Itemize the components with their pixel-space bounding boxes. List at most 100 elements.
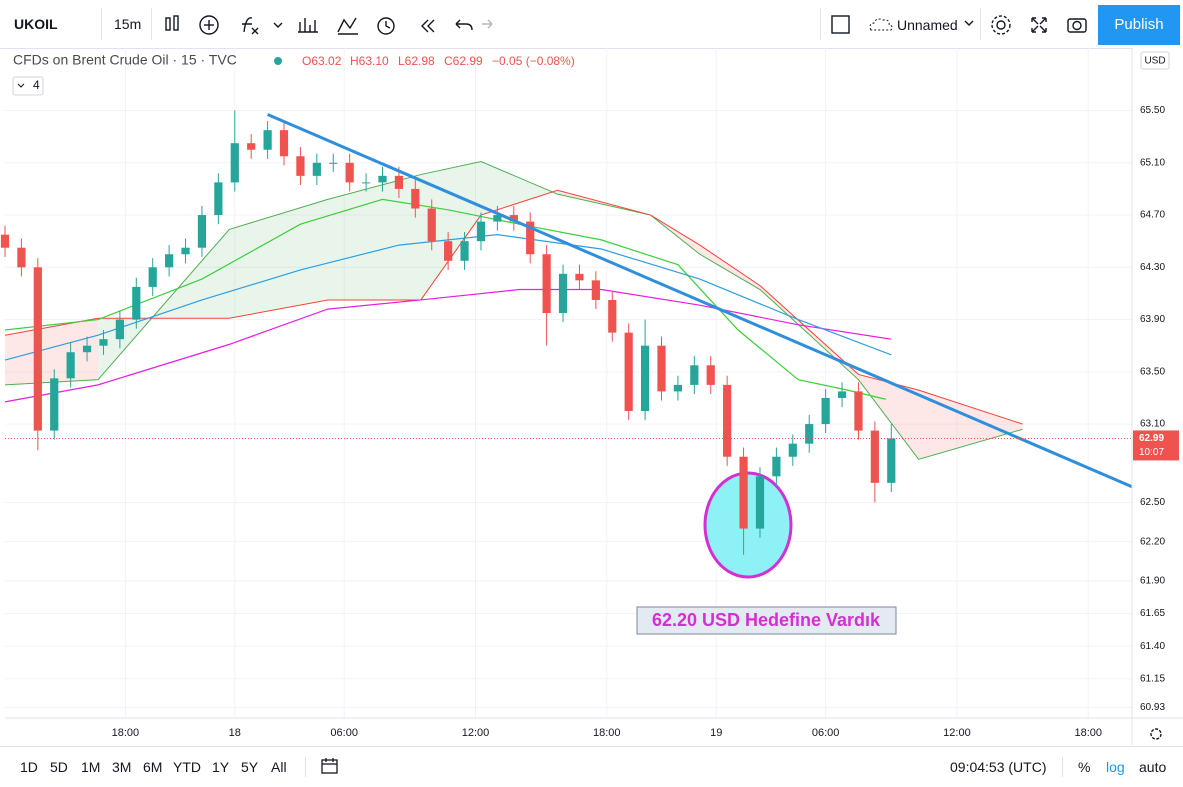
cloud-fill bbox=[229, 199, 328, 319]
settings-icons[interactable] bbox=[988, 12, 1088, 38]
cloud-fill bbox=[759, 285, 859, 380]
candle-body bbox=[296, 156, 305, 176]
y-tick-label: 62.50 bbox=[1140, 497, 1165, 508]
candle-body bbox=[772, 456, 781, 477]
candle-body bbox=[0, 234, 10, 248]
range-button[interactable]: 1D bbox=[20, 759, 38, 775]
y-tick-label: 63.10 bbox=[1140, 419, 1165, 430]
candle-body bbox=[476, 221, 486, 242]
cloud-fill bbox=[327, 174, 421, 300]
price-scale bbox=[1132, 48, 1183, 718]
candle-body bbox=[411, 188, 420, 209]
price-tag bbox=[1133, 430, 1179, 461]
candle-body bbox=[591, 280, 600, 300]
annotation-box bbox=[636, 606, 897, 635]
candle-body bbox=[673, 384, 683, 392]
unit-label: USD bbox=[1144, 56, 1165, 67]
symbol[interactable]: UKOIL bbox=[14, 16, 58, 32]
auto-toggle[interactable]: auto bbox=[1139, 759, 1167, 775]
range-button[interactable]: 6M bbox=[143, 759, 163, 775]
unit-box[interactable] bbox=[1140, 51, 1170, 70]
candle-body bbox=[197, 215, 207, 248]
candle-body bbox=[99, 339, 108, 346]
y-tick-label: 63.90 bbox=[1140, 314, 1165, 325]
countdown-label: 10:07 bbox=[1139, 447, 1164, 458]
candle-body bbox=[542, 254, 551, 314]
legend-open: O63.02 bbox=[302, 54, 342, 68]
candle-body bbox=[378, 175, 387, 183]
y-tick-label: 65.50 bbox=[1140, 105, 1165, 116]
date-range-icon[interactable] bbox=[319, 756, 341, 776]
legend-close: C62.99 bbox=[444, 54, 483, 68]
candle-body bbox=[640, 345, 650, 412]
legend-low: L62.98 bbox=[398, 54, 435, 68]
candle-body bbox=[870, 430, 879, 483]
settings-small[interactable] bbox=[1150, 728, 1162, 740]
candle-body bbox=[312, 162, 321, 176]
candle-body bbox=[132, 286, 141, 320]
candle-body bbox=[247, 143, 256, 150]
cloud-fill bbox=[699, 245, 760, 290]
layout-icon[interactable] bbox=[830, 14, 870, 36]
candle-body bbox=[148, 267, 157, 287]
range-button[interactable]: 5D bbox=[50, 759, 68, 775]
candle-body bbox=[575, 273, 584, 281]
percent-toggle[interactable]: % bbox=[1078, 759, 1091, 775]
x-tick-label: 12:00 bbox=[462, 727, 490, 739]
candle-body bbox=[558, 273, 568, 314]
range-button[interactable]: 5Y bbox=[241, 759, 259, 775]
candle-body bbox=[854, 391, 863, 431]
toggle-arrow bbox=[17, 83, 25, 88]
y-tick-label: 64.70 bbox=[1140, 210, 1165, 221]
indicator-line bbox=[4, 288, 892, 403]
candle-body bbox=[624, 332, 633, 412]
x-tick-label: 18:00 bbox=[1074, 727, 1102, 739]
candle-body bbox=[493, 215, 502, 222]
legend-high: H63.10 bbox=[350, 54, 389, 68]
range-button[interactable]: 1M bbox=[81, 759, 101, 775]
candle-body bbox=[706, 365, 715, 385]
cloud-icon bbox=[869, 18, 893, 31]
candle-body bbox=[361, 182, 371, 184]
indicators-toggle[interactable] bbox=[12, 76, 44, 96]
y-tick-label: 60.93 bbox=[1140, 702, 1165, 713]
candle-body bbox=[821, 397, 830, 425]
cloud-fill bbox=[480, 161, 558, 216]
y-tick-label: 62.20 bbox=[1140, 536, 1165, 547]
x-tick-label: 19 bbox=[710, 727, 722, 739]
range-button[interactable]: 1Y bbox=[212, 759, 230, 775]
interval[interactable]: 15m bbox=[114, 16, 142, 32]
toolbar: UKOIL 15m Unnamed bbox=[0, 0, 1183, 49]
range-button[interactable]: YTD bbox=[173, 759, 201, 775]
candle-body bbox=[115, 319, 124, 340]
x-tick-label: 18 bbox=[229, 727, 241, 739]
toolbar-icons[interactable] bbox=[160, 12, 500, 38]
y-tick-label: 64.30 bbox=[1140, 262, 1165, 273]
y-tick-label: 63.50 bbox=[1140, 366, 1165, 377]
range-button[interactable]: All bbox=[271, 759, 287, 775]
chart-name[interactable]: Unnamed bbox=[897, 17, 958, 33]
candle-body bbox=[329, 162, 338, 164]
candle-body bbox=[66, 352, 75, 379]
highlight-circle bbox=[703, 471, 793, 579]
chart: 66.00 65.50 65.10 64.70 64.30 63.90 63.50 63.10… bbox=[0, 48, 1183, 745]
annotation-text: 62.20 USD Hedefine Vardık bbox=[652, 610, 881, 630]
cloud-fill bbox=[858, 374, 919, 460]
x-tick-label: 18:00 bbox=[593, 727, 621, 739]
candle-body bbox=[444, 241, 453, 261]
candle-body bbox=[739, 456, 748, 529]
candle-body bbox=[755, 476, 765, 529]
candle-body bbox=[82, 345, 92, 353]
candle-body bbox=[788, 443, 797, 457]
y-tick-label: 61.15 bbox=[1140, 673, 1165, 684]
candle-body bbox=[657, 345, 666, 392]
publish-button[interactable]: Publish bbox=[1098, 5, 1180, 45]
dropdown-icon[interactable] bbox=[962, 16, 976, 30]
x-tick-label: 12:00 bbox=[943, 727, 971, 739]
candle-body bbox=[33, 267, 42, 431]
candle-body bbox=[427, 208, 436, 242]
range-button[interactable]: 3M bbox=[112, 759, 132, 775]
candle-body bbox=[887, 438, 896, 483]
log-toggle[interactable]: log bbox=[1106, 759, 1125, 775]
